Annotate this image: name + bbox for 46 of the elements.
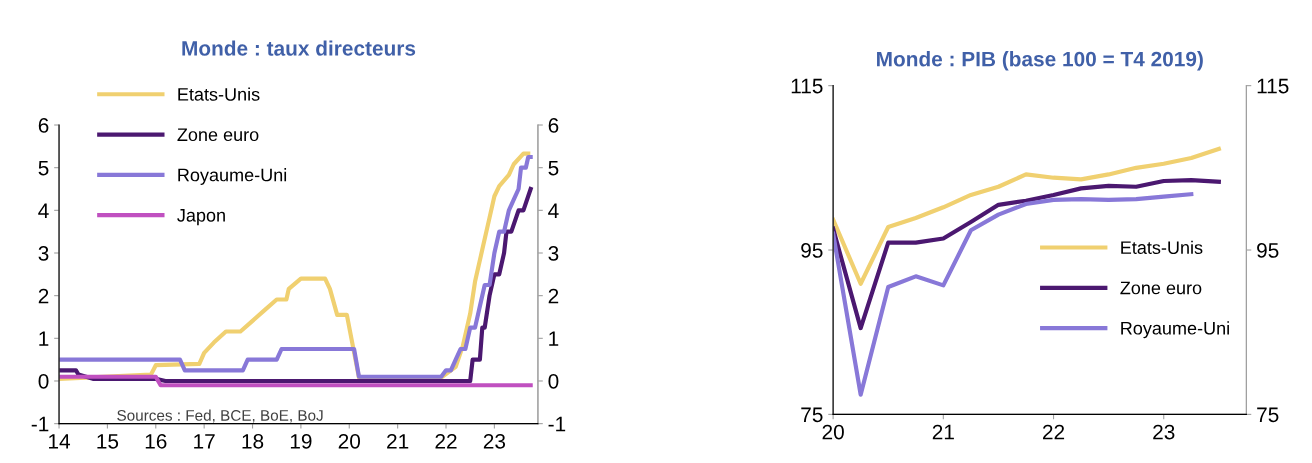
x-tick-label: 17 <box>194 434 215 449</box>
legend-label: Royaume-Uni <box>1121 321 1229 339</box>
y2-tick-label: 115 <box>1257 78 1289 94</box>
y-tick-label: 75 <box>801 407 823 423</box>
legend-label: Etats-Unis <box>178 87 260 101</box>
legend-label: Zone euro <box>177 128 259 142</box>
x-tick-label: 21 <box>932 424 954 440</box>
legend-label: Zone euro <box>1120 281 1202 295</box>
x-tick-label: 23 <box>1153 424 1175 440</box>
y2-tick-label: 95 <box>1257 243 1279 258</box>
y2-tick-label: 1 <box>549 331 559 346</box>
x-tick-label: 15 <box>97 434 119 449</box>
chart-title: Monde : taux directeurs <box>182 40 416 56</box>
x-tick-label: 16 <box>145 433 167 449</box>
y-tick-label: 1 <box>39 331 49 346</box>
x-tick-label: 18 <box>242 433 264 449</box>
x-tick-label: 22 <box>1043 424 1065 440</box>
x-tick-label: 20 <box>338 433 361 449</box>
y2-tick-label: 0 <box>548 373 559 389</box>
y-tick-label: 0 <box>38 373 49 389</box>
x-tick-label: 19 <box>290 433 312 449</box>
y2-tick-label: 5 <box>548 160 559 176</box>
y2-tick-label: 3 <box>548 246 559 261</box>
y2-tick-label: 75 <box>1257 407 1279 423</box>
y-tick-label: 4 <box>38 203 49 218</box>
y2-tick-label: -1 <box>548 416 566 432</box>
legend-label: Japon <box>177 209 225 226</box>
y2-tick-label: 2 <box>548 288 559 304</box>
x-tick-label: 20 <box>822 424 844 440</box>
annotation: Sources : Fed, BCE, BoE, BoJ <box>117 409 323 423</box>
legend-label: Etats-Unis <box>1121 240 1203 255</box>
legend-label: Royaume-Uni <box>178 168 287 185</box>
chart-title: Monde : PIB (base 100 = T4 2019) <box>877 51 1203 71</box>
y-tick-label: -1 <box>31 416 49 432</box>
y-tick-label: 115 <box>791 78 823 94</box>
x-tick-label: 21 <box>387 433 409 449</box>
x-tick-label: 14 <box>49 434 71 449</box>
y-tick-label: 5 <box>38 160 49 176</box>
y-tick-label: 3 <box>38 246 49 261</box>
x-tick-label: 23 <box>483 433 506 449</box>
y-tick-label: 6 <box>38 118 49 133</box>
x-tick-label: 22 <box>435 433 457 449</box>
y2-tick-label: 6 <box>548 118 559 133</box>
y-tick-label: 95 <box>801 243 823 258</box>
y2-tick-label: 4 <box>548 203 559 218</box>
y-tick-label: 2 <box>38 288 49 304</box>
